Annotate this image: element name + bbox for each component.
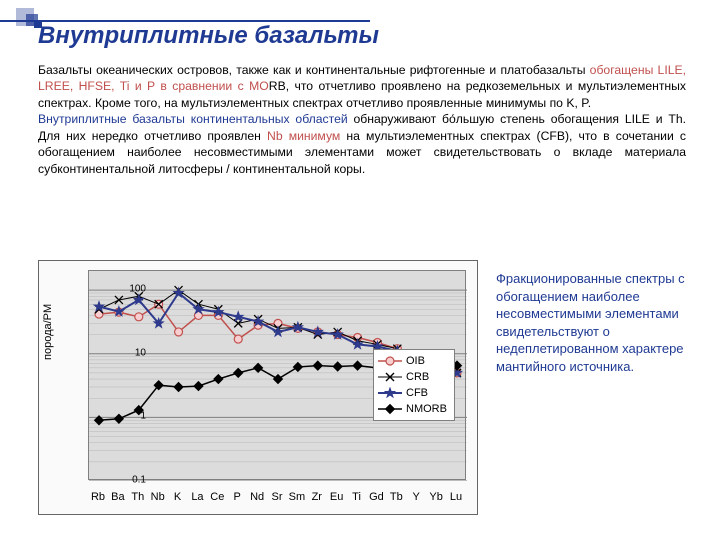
x-tick: Eu [330, 491, 343, 503]
x-tick: Ce [210, 491, 224, 503]
x-tick: Tb [390, 491, 403, 503]
x-tick: La [191, 491, 203, 503]
legend-label: CRB [406, 371, 429, 383]
legend: OIB CRB CFB NMORB [373, 349, 455, 421]
x-tick: Zr [312, 491, 322, 503]
x-tick: Y [413, 491, 420, 503]
y-tick: 10 [135, 347, 146, 358]
x-tick: Nb [151, 491, 165, 503]
x-tick: Sm [289, 491, 306, 503]
spider-chart: порода/PM OIB CRB CFB NMORB 0.1 1 10 100 Rb Ba T… [38, 260, 478, 515]
p2-highlight-blue: Внутриплитные базальты континентальных о… [38, 112, 348, 126]
x-tick: K [174, 491, 181, 503]
x-tick: Yb [429, 491, 442, 503]
y-tick: 0.1 [132, 475, 146, 486]
y-axis-label: порода/PM [42, 304, 54, 360]
legend-label: CFB [406, 387, 428, 399]
x-tick: Ba [111, 491, 124, 503]
x-tick: Lu [450, 491, 462, 503]
y-tick: 1 [140, 411, 146, 422]
page-title: Внутриплитные базальты [38, 22, 379, 50]
legend-row: CFB [378, 385, 450, 401]
body-paragraphs: Базальты океанических островов, также ка… [38, 62, 686, 177]
legend-label: NMORB [406, 403, 447, 415]
legend-row: OIB [378, 353, 450, 369]
p2-highlight-red: Nb минимум [267, 129, 340, 143]
legend-row: NMORB [378, 401, 450, 417]
legend-row: CRB [378, 369, 450, 385]
x-tick: Ti [352, 491, 361, 503]
x-tick: Sr [272, 491, 283, 503]
side-caption: Фракционированные спектры с обогащением … [496, 270, 696, 375]
x-tick: Th [131, 491, 144, 503]
legend-label: OIB [406, 355, 425, 367]
plot-area: OIB CRB CFB NMORB [88, 270, 466, 480]
y-tick: 100 [129, 284, 146, 295]
x-tick: P [234, 491, 241, 503]
x-tick: Rb [91, 491, 105, 503]
x-tick: Nd [250, 491, 264, 503]
x-tick: Gd [369, 491, 384, 503]
p1a: Базальты океанических островов, также ка… [38, 63, 590, 77]
